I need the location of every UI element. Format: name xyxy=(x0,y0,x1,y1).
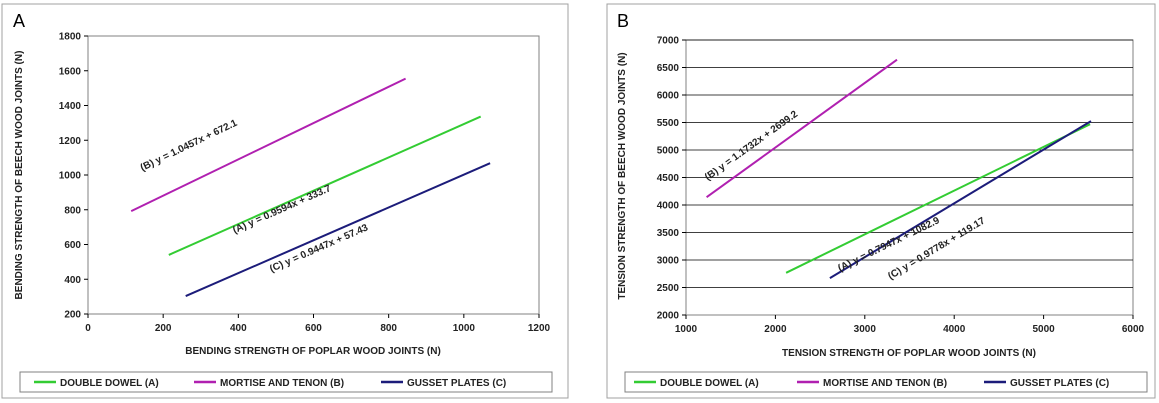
panel-b-x-tick-label: 1000 xyxy=(675,324,698,335)
panel-a-x-tick-label: 800 xyxy=(380,323,397,334)
panel-b-x-tick-label: 2000 xyxy=(764,324,787,335)
panel-b-x-tick-label: 4000 xyxy=(943,324,966,335)
panel-a-y-ticks: 200 400 600 800 1000 1200 1400 1600 1800 xyxy=(59,32,88,321)
panel-a-x-tick-label: 0 xyxy=(85,323,91,334)
panel-b-y-tick-label: 5500 xyxy=(657,118,680,129)
panel-a-legend-label: DOUBLE DOWEL (A) xyxy=(60,378,159,389)
panel-b-y-tick-label: 3500 xyxy=(657,228,680,239)
panel-b-legend-label: GUSSET PLATES (C) xyxy=(1010,378,1109,389)
panel-a-legend xyxy=(19,371,553,393)
chart-panel-a: A (A) y = 0.9594x + 333.7(B) y = 1.0457x… xyxy=(1,3,569,399)
panel-a-x-axis-title: BENDING STRENGTH OF POPLAR WOOD JOINTS (… xyxy=(185,346,441,357)
panel-a-y-tick-label: 1800 xyxy=(59,32,82,43)
panel-a-x-tick-label: 200 xyxy=(155,323,172,334)
panel-b-y-ticks: 2000 2500 3000 3500 4000 4500 5000 5500 6000 6500… xyxy=(657,36,686,322)
panel-b-y-tick-label: 4000 xyxy=(657,201,680,212)
panel-b-x-ticks: 1000 2000 3000 4000 5000 6000 xyxy=(675,315,1145,335)
panel-b-legend-label: MORTISE AND TENON (B) xyxy=(823,378,947,389)
panel-b-y-tick-label: 7000 xyxy=(657,36,680,47)
panel-a-legend-label: GUSSET PLATES (C) xyxy=(407,378,506,389)
panel-a-legend-label: MORTISE AND TENON (B) xyxy=(220,378,344,389)
panel-a-y-tick-label: 1600 xyxy=(59,66,82,77)
panel-b-y-tick-label: 5000 xyxy=(657,146,680,157)
panel-a-series-line xyxy=(130,77,407,213)
panel-b-y-tick-label: 4500 xyxy=(657,173,680,184)
panel-b-y-tick-label: 6000 xyxy=(657,91,680,102)
panel-b-gridlines xyxy=(686,39,1133,288)
panel-a-x-ticks: 0 200 400 600 800 1000 1200 xyxy=(85,314,551,334)
panel-b-y-axis-title: TENSION STRENGTH OF BEECH WOOD JOINTS (N… xyxy=(617,52,628,299)
panel-a-y-tick-label: 800 xyxy=(64,205,81,216)
panel-a-x-tick-label: 1200 xyxy=(528,323,551,334)
panel-a-plot-area xyxy=(87,35,540,315)
panel-a-x-tick-label: 600 xyxy=(305,323,322,334)
panel-a-y-tick-label: 600 xyxy=(64,240,81,251)
panel-a-y-tick-label: 1000 xyxy=(59,171,82,182)
panel-a-x-tick-label: 1000 xyxy=(453,323,476,334)
panel-b-x-tick-label: 3000 xyxy=(854,324,877,335)
panel-a-y-tick-label: 1200 xyxy=(59,136,82,147)
panel-b-y-tick-label: 3000 xyxy=(657,256,680,267)
panel-a-series-line xyxy=(168,115,482,256)
panel-a-series-line xyxy=(185,162,491,298)
panel-a-y-tick-label: 400 xyxy=(64,275,81,286)
panel-a-letter: A xyxy=(13,11,25,31)
panel-a-y-axis-title: BENDING STRENGTH OF BEECH WOOD JOINTS (N… xyxy=(14,51,25,300)
panel-a-x-tick-label: 400 xyxy=(230,323,247,334)
panel-a-legend-items: DOUBLE DOWEL (A) MORTISE AND TENON (B) GUS… xyxy=(34,378,506,389)
panel-b-y-tick-label: 6500 xyxy=(657,63,680,74)
panel-b-x-tick-label: 5000 xyxy=(1032,324,1055,335)
panel-b-legend-items: DOUBLE DOWEL (A) MORTISE AND TENON (B) GUS… xyxy=(634,378,1109,389)
panel-a-y-tick-label: 1400 xyxy=(59,101,82,112)
panel-a-y-tick-label: 200 xyxy=(64,310,81,321)
panel-b-series-line xyxy=(785,123,1091,274)
panel-b-series-line xyxy=(829,120,1092,279)
panel-b-y-tick-label: 2000 xyxy=(657,311,680,322)
panel-a-series xyxy=(130,77,491,298)
panel-b-series xyxy=(706,58,1092,279)
panel-b-x-axis-title: TENSION STRENGTH OF POPLAR WOOD JOINTS (… xyxy=(782,348,1036,359)
panel-b-letter: B xyxy=(617,11,629,31)
panel-b-x-tick-label: 6000 xyxy=(1122,324,1145,335)
panel-b-legend xyxy=(624,371,1148,393)
panel-b-legend-label: DOUBLE DOWEL (A) xyxy=(660,378,759,389)
panel-b-y-tick-label: 2500 xyxy=(657,283,680,294)
panel-b-series-line xyxy=(706,58,898,199)
chart-panel-b: B (A) y = 0.7947x + 1082.9(B) y = 1.1732… xyxy=(606,3,1156,399)
